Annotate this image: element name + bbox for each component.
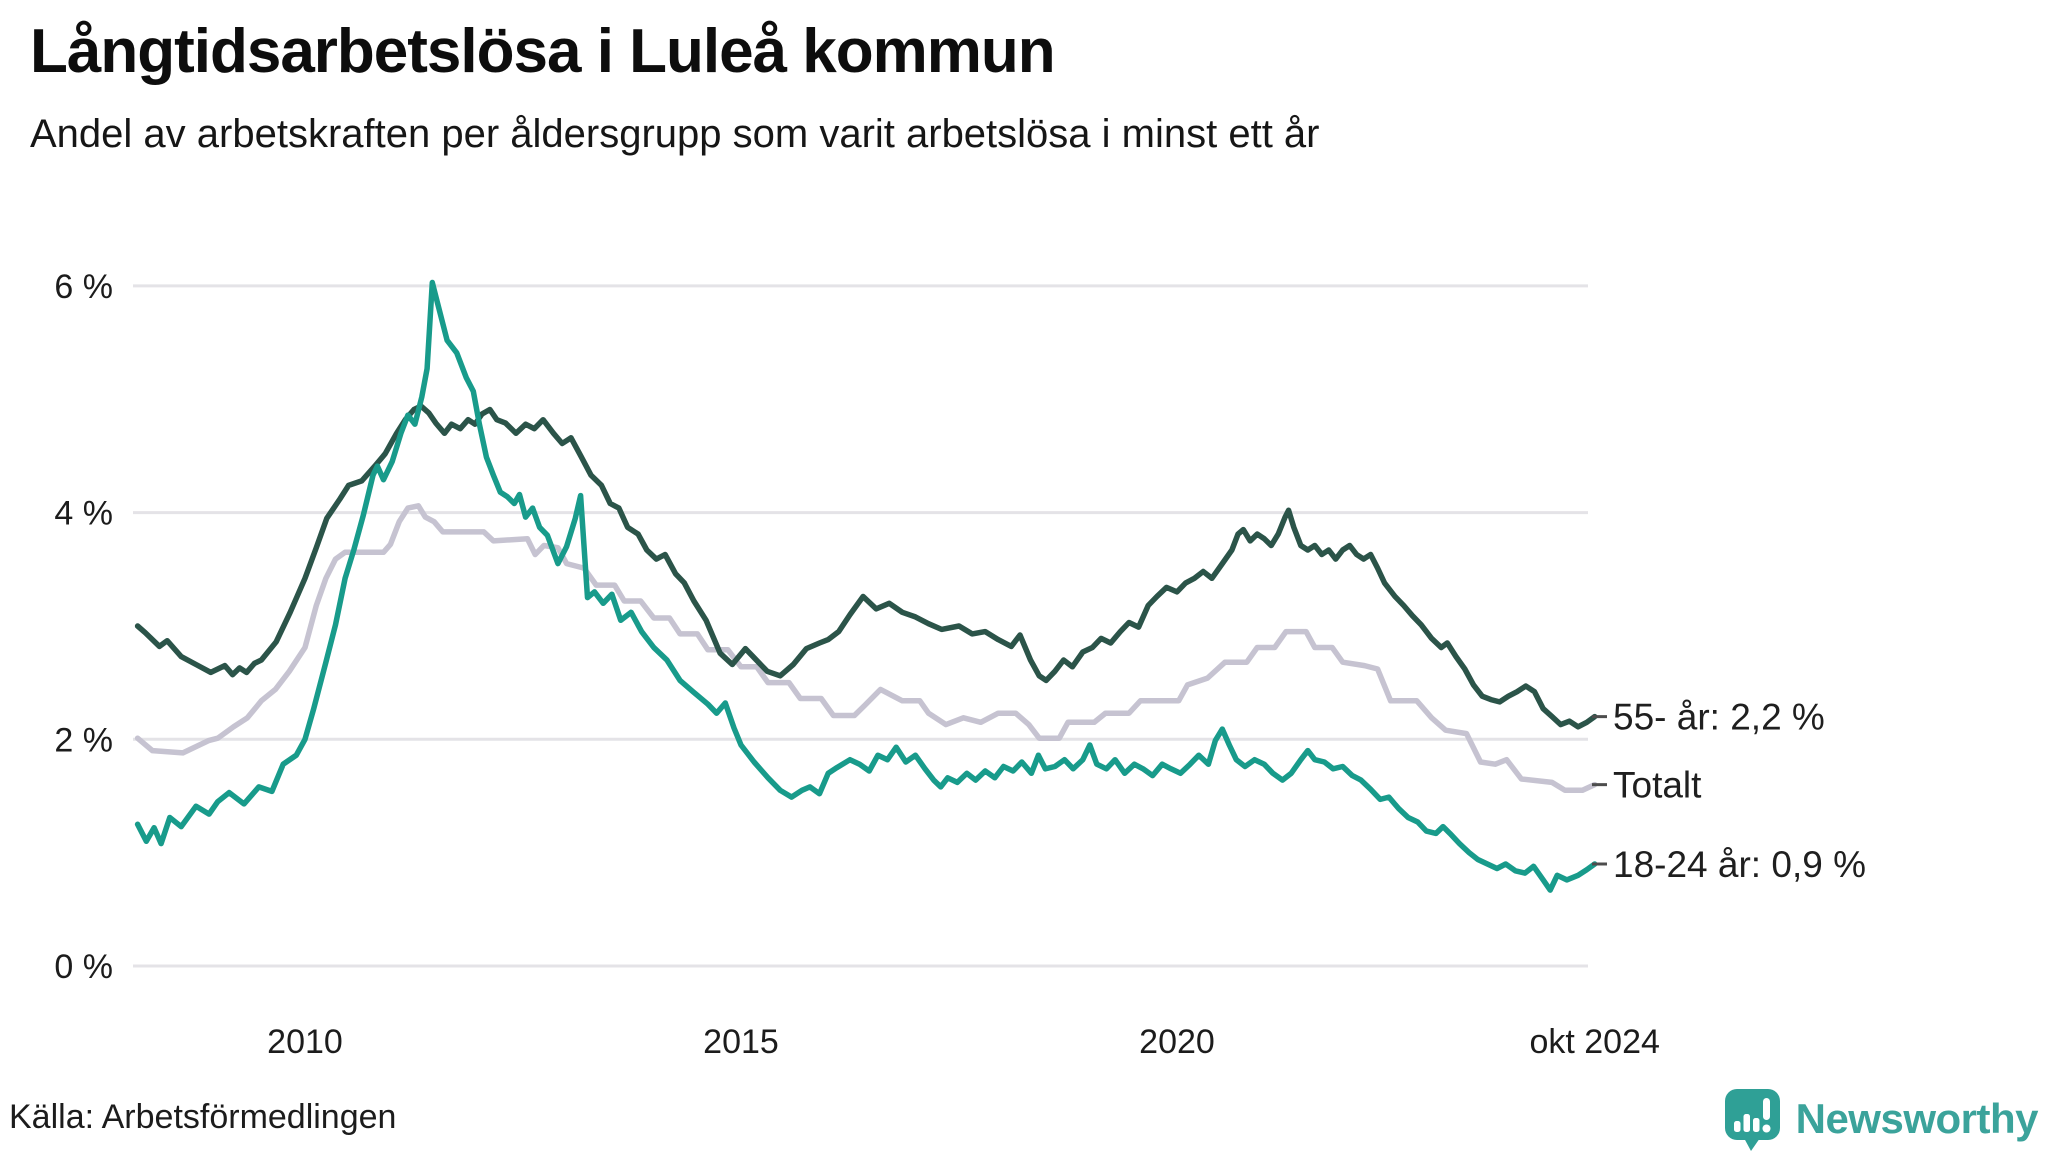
newsworthy-logo: Newsworthy (1722, 1086, 2039, 1152)
x-tick-label: okt 2024 (1529, 1023, 1659, 1061)
end-label-18-24-r: 18-24 år: 0,9 % (1613, 844, 1866, 885)
y-tick-label: 0 % (54, 948, 113, 986)
source-note: Källa: Arbetsförmedlingen (9, 1098, 397, 1136)
x-tick-label: 2015 (703, 1023, 779, 1061)
x-tick-label: 2010 (267, 1023, 343, 1061)
newsworthy-wordmark: Newsworthy (1795, 1095, 2039, 1142)
series-line-55-r (134, 403, 1598, 730)
page-subtitle: Andel av arbetskraften per åldersgrupp s… (30, 112, 1320, 156)
y-tick-label: 2 % (54, 721, 113, 759)
end-label-55-r: 55- år: 2,2 % (1613, 697, 1825, 738)
page-title: Långtidsarbetslösa i Luleå kommun (30, 17, 1056, 86)
newsworthy-bubble-icon (1724, 1089, 1780, 1151)
y-tick-label: 6 % (54, 268, 113, 306)
y-tick-label: 4 % (54, 495, 113, 533)
x-tick-label: 2020 (1139, 1023, 1215, 1061)
series-line-18-24-r (134, 279, 1598, 893)
series-line-totalt (134, 503, 1598, 794)
end-label-totalt: Totalt (1613, 765, 1702, 806)
